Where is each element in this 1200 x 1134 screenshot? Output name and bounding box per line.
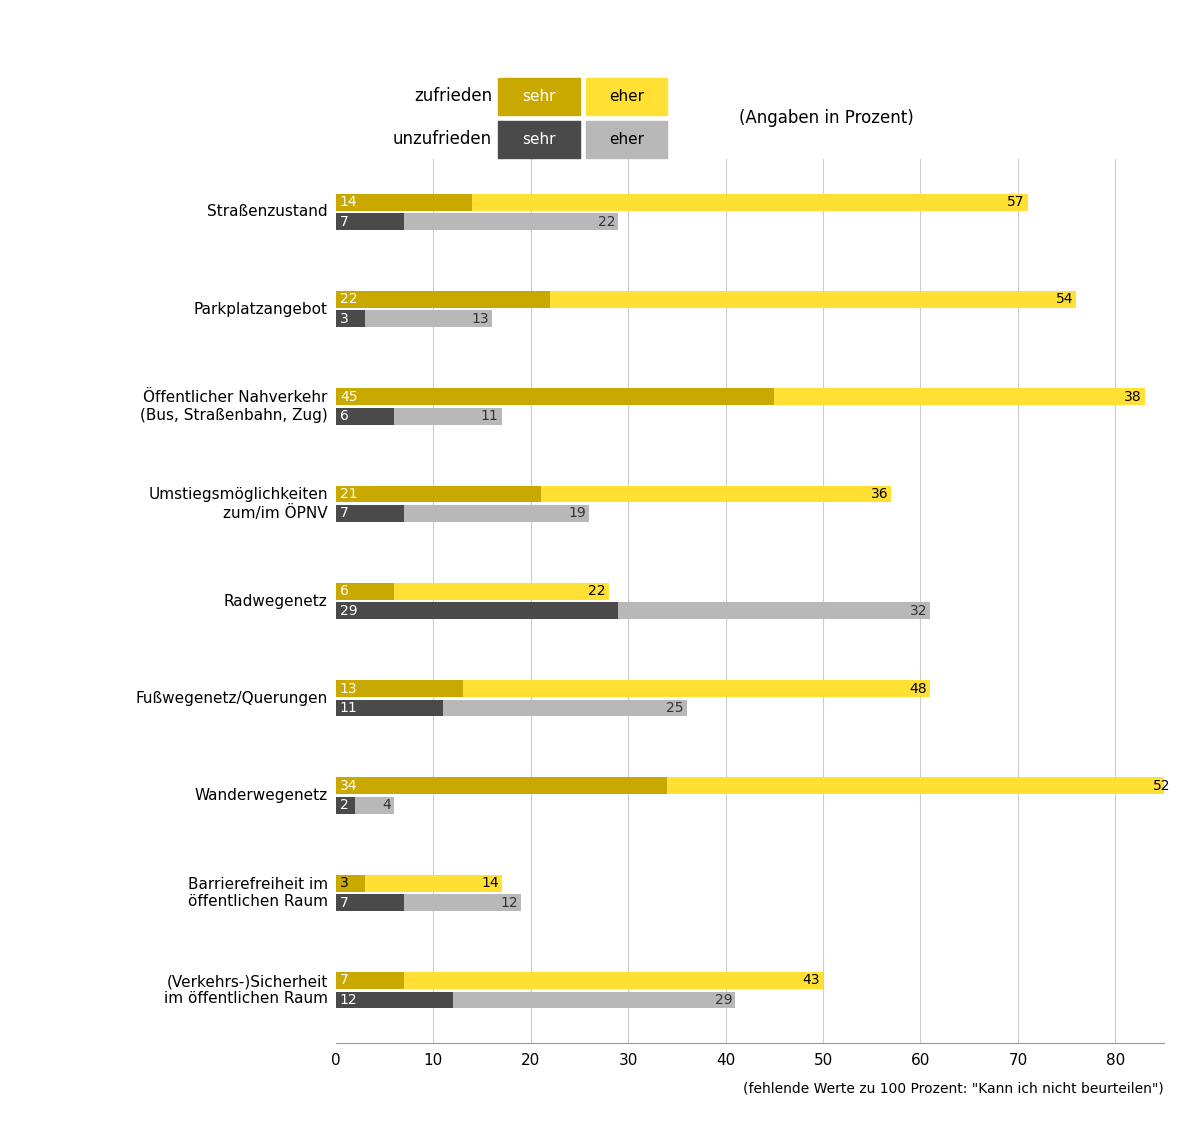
- Bar: [774, 388, 1145, 405]
- Text: 34: 34: [340, 779, 358, 793]
- Text: eher: eher: [608, 88, 644, 104]
- Text: 19: 19: [569, 507, 587, 521]
- Bar: [336, 485, 540, 502]
- Bar: [336, 680, 463, 697]
- Text: 11: 11: [481, 409, 499, 423]
- Bar: [355, 797, 395, 814]
- Bar: [336, 505, 404, 522]
- Text: 29: 29: [340, 603, 358, 618]
- Text: 7: 7: [340, 973, 349, 988]
- Bar: [336, 213, 404, 230]
- Bar: [336, 874, 365, 891]
- Text: 12: 12: [340, 993, 358, 1007]
- Text: 12: 12: [500, 896, 518, 909]
- Text: unzufrieden: unzufrieden: [392, 130, 492, 149]
- Bar: [365, 311, 492, 328]
- Text: 45: 45: [340, 390, 358, 404]
- Text: 7: 7: [340, 214, 349, 229]
- Text: zufrieden: zufrieden: [414, 87, 492, 105]
- Bar: [618, 602, 930, 619]
- Text: 7: 7: [340, 507, 349, 521]
- Text: 14: 14: [481, 877, 499, 890]
- Bar: [540, 485, 892, 502]
- Bar: [336, 797, 355, 814]
- Text: 21: 21: [340, 486, 358, 501]
- Bar: [551, 291, 1076, 307]
- Text: 36: 36: [871, 486, 888, 501]
- Text: 3: 3: [340, 312, 349, 325]
- Text: 14: 14: [340, 195, 358, 209]
- Text: 52: 52: [1153, 779, 1171, 793]
- Text: 13: 13: [472, 312, 488, 325]
- X-axis label: (fehlende Werte zu 100 Prozent: "Kann ich nicht beurteilen"): (fehlende Werte zu 100 Prozent: "Kann ic…: [743, 1082, 1164, 1095]
- Bar: [336, 408, 395, 424]
- Bar: [336, 291, 551, 307]
- Bar: [336, 972, 404, 989]
- Bar: [463, 680, 930, 697]
- Bar: [336, 991, 452, 1008]
- Bar: [667, 778, 1174, 794]
- Text: 25: 25: [666, 701, 684, 716]
- Bar: [336, 583, 395, 600]
- Text: sehr: sehr: [522, 132, 556, 147]
- Bar: [336, 895, 404, 911]
- Text: 48: 48: [910, 682, 928, 695]
- Text: 22: 22: [340, 293, 358, 306]
- Text: 7: 7: [340, 896, 349, 909]
- Text: 29: 29: [715, 993, 732, 1007]
- Bar: [473, 194, 1027, 211]
- Bar: [395, 408, 502, 424]
- Text: 43: 43: [803, 973, 820, 988]
- Text: 3: 3: [340, 877, 349, 890]
- Bar: [404, 895, 521, 911]
- Text: 54: 54: [1056, 293, 1074, 306]
- Bar: [336, 778, 667, 794]
- Text: 13: 13: [340, 682, 358, 695]
- Text: 22: 22: [598, 214, 616, 229]
- Bar: [365, 874, 502, 891]
- Bar: [404, 505, 589, 522]
- Bar: [336, 602, 618, 619]
- Text: 2: 2: [340, 798, 349, 812]
- Bar: [452, 991, 736, 1008]
- Text: 38: 38: [1124, 390, 1141, 404]
- Text: 32: 32: [910, 603, 928, 618]
- Text: 57: 57: [1007, 195, 1025, 209]
- Text: 6: 6: [340, 584, 349, 599]
- Text: 22: 22: [588, 584, 606, 599]
- Text: 11: 11: [340, 701, 358, 716]
- Text: 4: 4: [383, 798, 391, 812]
- Text: eher: eher: [608, 132, 644, 147]
- Text: (Angaben in Prozent): (Angaben in Prozent): [739, 109, 914, 127]
- Bar: [336, 311, 365, 328]
- Bar: [336, 700, 443, 717]
- Text: sehr: sehr: [522, 88, 556, 104]
- Bar: [404, 972, 823, 989]
- Bar: [336, 194, 473, 211]
- Bar: [404, 213, 618, 230]
- Bar: [395, 583, 608, 600]
- Bar: [443, 700, 686, 717]
- Text: 6: 6: [340, 409, 349, 423]
- Bar: [336, 388, 774, 405]
